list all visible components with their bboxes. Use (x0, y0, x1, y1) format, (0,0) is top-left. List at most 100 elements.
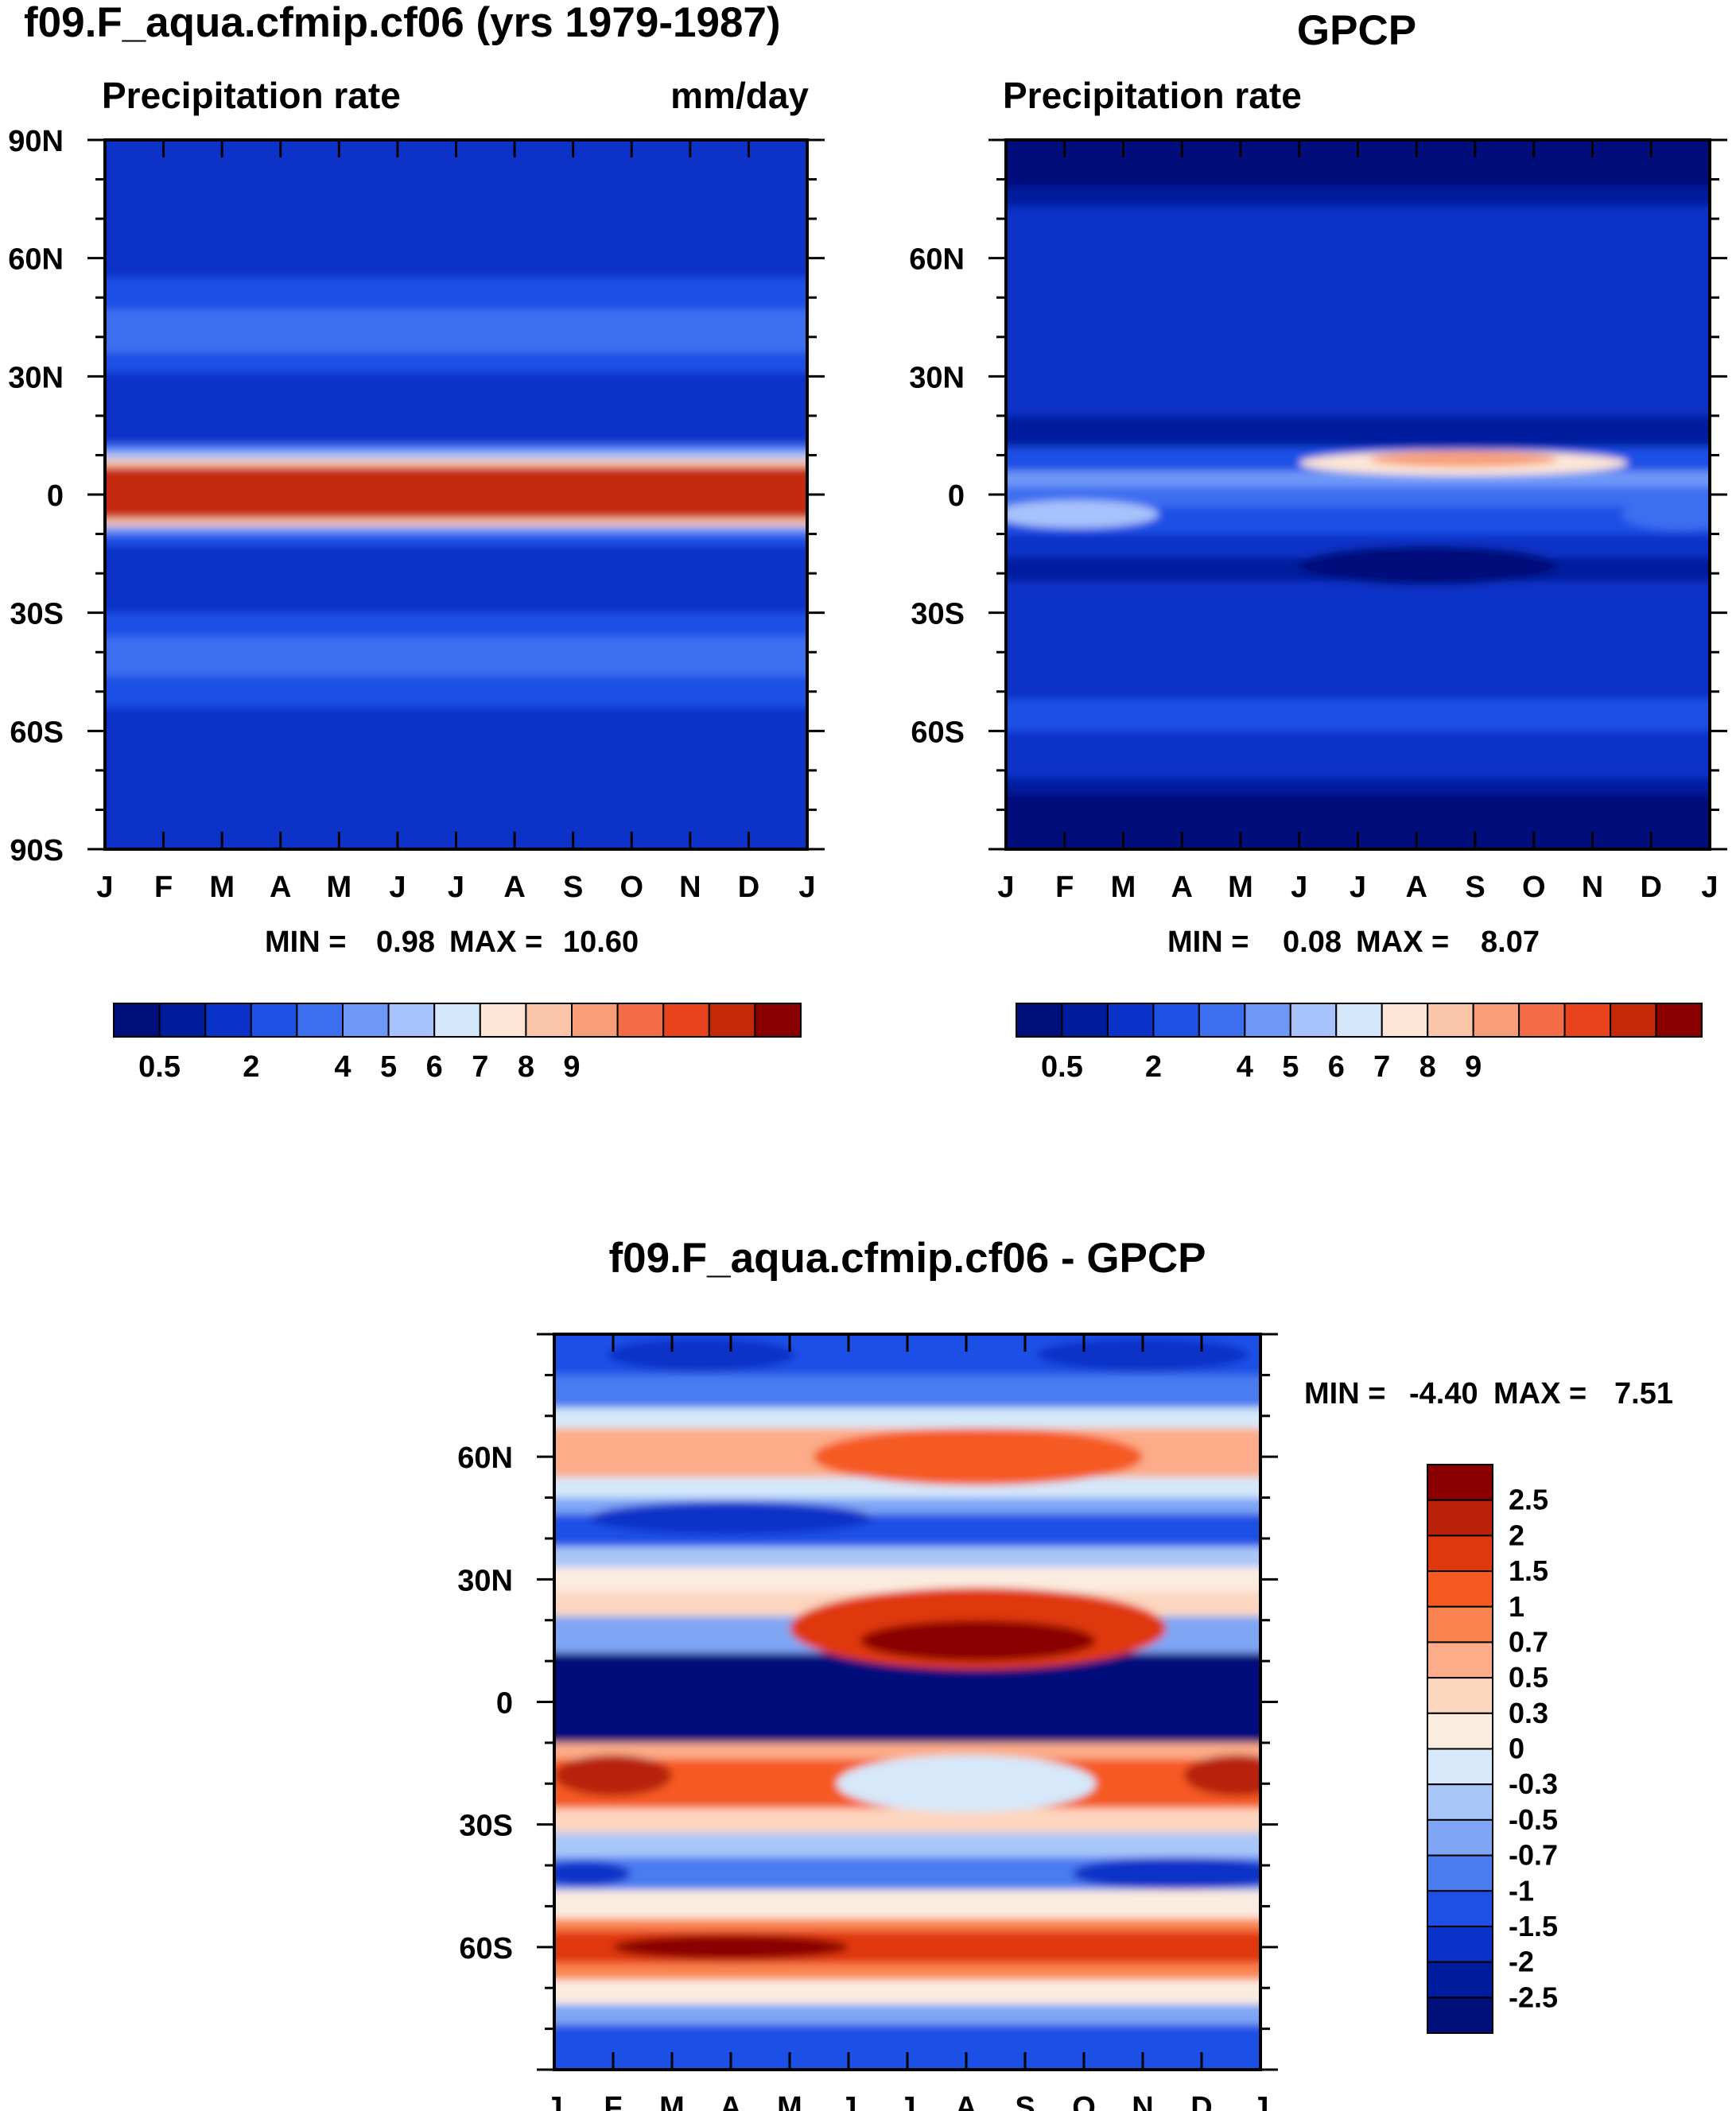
model-max-value: 10.60 (563, 926, 639, 959)
colorbar-swatch (158, 1003, 207, 1038)
colorbar-label: 6 (1328, 1050, 1345, 1084)
obs-band-13 (1006, 778, 1710, 795)
colorbar-swatch (1427, 1925, 1493, 1963)
model-units: mm/day (670, 75, 809, 116)
diff-blob-11 (613, 1934, 849, 1960)
colorbar-label: 1 (1509, 1590, 1524, 1623)
diff-band-14 (554, 1808, 1260, 1834)
y-tick-label: 60S (459, 1932, 513, 1965)
obs-band-11 (1006, 699, 1710, 731)
model-min-label: MIN = (265, 926, 346, 959)
x-tick-label: F (1055, 871, 1074, 904)
model-band-2 (105, 309, 807, 354)
x-tick-label: M (1111, 871, 1136, 904)
x-tick-label: M (659, 2091, 685, 2111)
x-tick-label: J (1701, 871, 1718, 904)
model-band-16 (105, 707, 807, 849)
colorbar-label: -0.5 (1509, 1803, 1558, 1836)
x-tick-label: A (955, 2091, 977, 2111)
x-tick-label: J (840, 2091, 856, 2111)
model-band-1 (105, 277, 807, 310)
y-tick-label: 0 (948, 479, 965, 513)
y-tick-label: 60N (457, 1442, 513, 1475)
x-tick-label: J (96, 871, 113, 904)
colorbar-swatch (204, 1003, 252, 1038)
diff-blob-6 (554, 1755, 672, 1796)
model-band-7 (105, 459, 807, 468)
x-tick-label: O (619, 871, 643, 904)
obs-band-3 (1006, 415, 1710, 448)
colorbar-label: 0.5 (138, 1050, 181, 1084)
obs-band-12 (1006, 731, 1710, 779)
gpcp-stats: MIN = 0.08 MAX = 8.07 (1167, 926, 1540, 959)
model-band-11 (105, 534, 807, 546)
diff-min-value: -4.40 (1409, 1377, 1478, 1411)
y-tick-label: 30N (909, 361, 965, 394)
colorbar-swatch (662, 1003, 710, 1038)
colorbar-swatch (1427, 1464, 1493, 1501)
colorbar-label: -1 (1509, 1874, 1534, 1907)
x-tick-label: M (1228, 871, 1253, 904)
model-band-8 (105, 467, 807, 519)
x-tick-label: N (1582, 871, 1603, 904)
x-tick-label: N (679, 871, 701, 904)
model-colorbar: 0.5 2 4 5 6 7 8 9 (113, 1003, 802, 1084)
y-tick-label: 60S (10, 716, 64, 749)
diff-blob-7 (1183, 1755, 1260, 1796)
obs-blob-4 (1621, 498, 1710, 530)
colorbar-swatch (1244, 1003, 1291, 1038)
x-tick-label: D (1641, 871, 1662, 904)
diff-band-22 (554, 2004, 1260, 2025)
x-tick-label: M (209, 871, 235, 904)
colorbar-label: -2 (1509, 1946, 1534, 1978)
diff-band-15 (554, 1832, 1260, 1858)
y-tick-label: 30S (459, 1810, 513, 1843)
diff-blob-8 (837, 1755, 1096, 1813)
colorbar-swatch (1655, 1003, 1703, 1038)
x-tick-label: O (1072, 2091, 1096, 2111)
diff-band-7 (554, 1546, 1260, 1568)
colorbar-swatch (1518, 1003, 1566, 1038)
colorbar-swatch (1335, 1003, 1383, 1038)
gpcp-min-value: 0.08 (1283, 926, 1342, 959)
diff-min-label: MIN = (1304, 1377, 1385, 1411)
colorbar-swatch (1427, 1499, 1493, 1537)
diff-stats: MIN = -4.40 MAX = 7.51 (1304, 1377, 1673, 1411)
model-band-6 (105, 451, 807, 460)
diff-band-12 (554, 1742, 1260, 1760)
model-band-9 (105, 518, 807, 527)
colorbar-label: 5 (1282, 1050, 1299, 1084)
colorbar-swatch (1198, 1003, 1246, 1038)
y-tick-label: 90N (8, 125, 64, 158)
x-tick-label: D (1190, 2091, 1212, 2111)
x-tick-label: M (777, 2091, 802, 2111)
diff-blob-4 (607, 1338, 796, 1372)
colorbar-label: 0 (1509, 1733, 1524, 1765)
x-tick-label: F (604, 2091, 622, 2111)
y-tick-label: 30N (8, 361, 64, 394)
colorbar-label: 0.5 (1509, 1661, 1548, 1694)
colorbar-label: 7 (472, 1050, 488, 1084)
colorbar-swatch (1106, 1003, 1155, 1038)
colorbar-swatch (1427, 1748, 1493, 1786)
colorbar-label: 0.3 (1509, 1697, 1548, 1729)
gpcp-subtitle: Precipitation rate (1003, 75, 1302, 116)
x-tick-label: N (1132, 2091, 1153, 2111)
colorbar-swatch (1427, 1818, 1493, 1857)
colorbar-label: 0.5 (1041, 1050, 1083, 1084)
x-tick-label: O (1522, 871, 1546, 904)
y-tick-label: 90S (10, 834, 64, 867)
model-band-3 (105, 352, 807, 373)
colorbar-swatch (1563, 1003, 1612, 1038)
x-tick-label: A (1171, 871, 1193, 904)
gpcp-contour-plot (1006, 140, 1710, 849)
diff-band-21 (554, 1979, 1260, 2005)
colorbar-swatch (1152, 1003, 1200, 1038)
y-tick-label: 60N (909, 243, 965, 277)
colorbar-label: 9 (563, 1050, 580, 1084)
colorbar-swatch (1427, 1677, 1493, 1714)
model-contour-plot (105, 140, 807, 849)
panel-gpcp: GPCP Precipitation rate J F M A M J J A S O N D J 60N… (909, 7, 1727, 1084)
colorbar-swatch (1427, 1890, 1493, 1927)
diff-band-2 (554, 1407, 1260, 1429)
